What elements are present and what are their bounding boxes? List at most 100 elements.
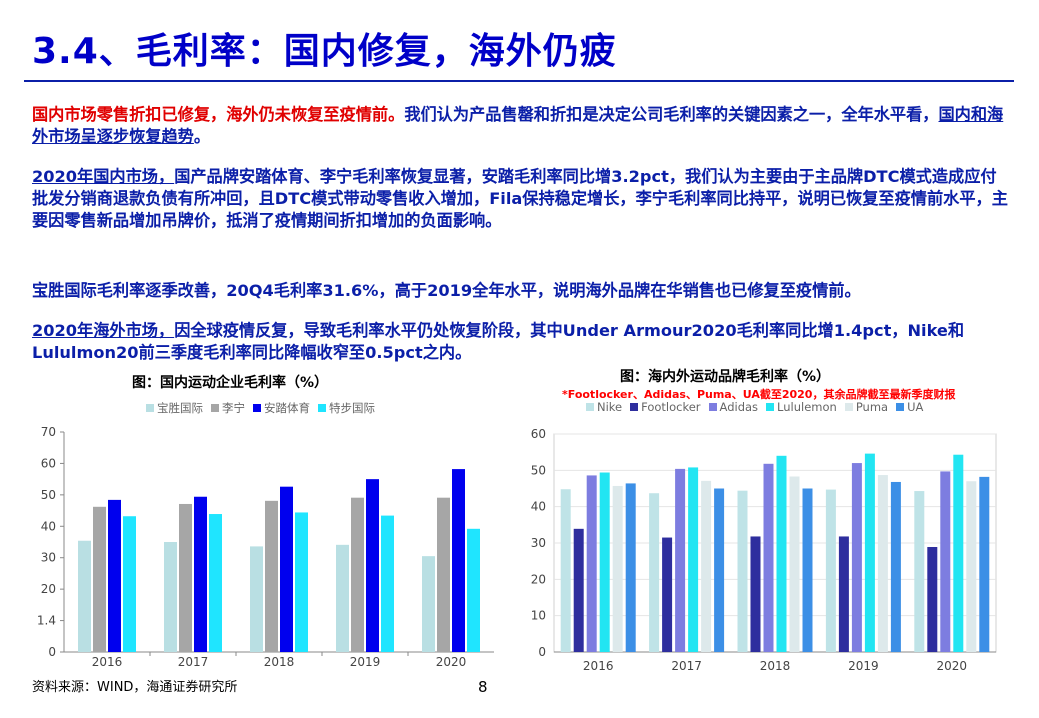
chart-2-legend: Nike Footlocker Adidas Lululemon Puma UA bbox=[586, 400, 931, 414]
x-tick-label: 2017 bbox=[671, 659, 702, 673]
bar-特步国际-2017 bbox=[209, 514, 222, 652]
paragraph-1-end: 。 bbox=[193, 127, 211, 146]
y-tick-label: 50 bbox=[531, 463, 546, 477]
x-tick-label: 2017 bbox=[178, 655, 209, 669]
page-title: 3.4、毛利率：国内修复，海外仍疲 bbox=[32, 31, 617, 72]
x-tick-label: 2020 bbox=[937, 659, 968, 673]
x-tick-label: 2019 bbox=[350, 655, 381, 669]
y-tick-label: 1.4 bbox=[37, 614, 56, 628]
paragraph-1-highlight: 国内市场零售折扣已修复，海外仍未恢复至疫情前。 bbox=[32, 105, 405, 124]
bar-Adidas-2017 bbox=[675, 468, 686, 652]
x-tick-label: 2019 bbox=[848, 659, 879, 673]
legend-label: 安踏体育 bbox=[264, 401, 310, 415]
y-tick-label: 40 bbox=[41, 519, 56, 533]
bar-李宁-2018 bbox=[265, 500, 278, 652]
y-tick-label: 40 bbox=[531, 500, 546, 514]
legend-label: Lululemon bbox=[777, 400, 837, 414]
x-tick-label: 2016 bbox=[92, 655, 123, 669]
bar-Lululemon-2016 bbox=[599, 472, 610, 652]
bar-Lululemon-2020 bbox=[953, 454, 964, 652]
chart-1-legend-item: 安踏体育 bbox=[253, 400, 310, 416]
legend-label: 李宁 bbox=[222, 401, 245, 415]
bar-Puma-2020 bbox=[966, 481, 977, 652]
chart-1-title: 图：国内运动企业毛利率（%） bbox=[132, 375, 329, 391]
legend-label: Footlocker bbox=[641, 400, 701, 414]
y-tick-label: 30 bbox=[531, 536, 546, 550]
bar-Nike-2018 bbox=[737, 490, 748, 652]
bar-UA-2019 bbox=[890, 481, 901, 652]
y-tick-label: 30 bbox=[41, 551, 56, 565]
chart-1-legend-item: 李宁 bbox=[211, 400, 245, 416]
chart-2-title: 图：海内外运动品牌毛利率（%） bbox=[620, 369, 831, 385]
source-note: 资料来源：WIND，海通证券研究所 bbox=[32, 680, 238, 695]
y-tick-label: 60 bbox=[531, 427, 546, 441]
chart-2-legend-item: Nike bbox=[586, 400, 622, 414]
bar-安踏体育-2018 bbox=[280, 486, 293, 652]
legend-label: Adidas bbox=[719, 400, 759, 414]
chart-2-note: *Footlocker、Adidas、Puma、UA截至2020，其余品牌截至最… bbox=[562, 388, 956, 401]
x-tick-label: 2020 bbox=[436, 655, 467, 669]
bar-安踏体育-2020 bbox=[452, 469, 465, 652]
bar-Adidas-2016 bbox=[586, 475, 597, 652]
bar-安踏体育-2019 bbox=[366, 479, 379, 652]
chart-2-legend-item: UA bbox=[896, 400, 923, 414]
bar-Puma-2018 bbox=[789, 476, 800, 652]
legend-swatch bbox=[844, 403, 853, 411]
paragraph-2-lead: 2020年国内市场， bbox=[32, 167, 175, 186]
bar-Adidas-2019 bbox=[851, 463, 862, 652]
bar-Puma-2017 bbox=[701, 480, 712, 652]
bar-Nike-2016 bbox=[560, 489, 571, 652]
bar-Nike-2017 bbox=[649, 493, 660, 652]
bar-李宁-2019 bbox=[351, 497, 364, 652]
y-tick-label: 20 bbox=[531, 572, 546, 586]
bar-Footlocker-2019 bbox=[838, 536, 849, 652]
chart-1-legend: 宝胜国际 李宁 安踏体育 特步国际 bbox=[146, 400, 383, 416]
chart-2-svg: 0 10 20 30 40 50 60 2016 2017 2018 2019 2020 bbox=[531, 427, 997, 673]
chart-1-legend-item: 宝胜国际 bbox=[146, 400, 203, 416]
paragraph-1-text: 我们认为产品售罄和折扣是决定公司毛利率的关键因素之一，全年水平看， bbox=[404, 105, 939, 124]
chart-2-legend-item: Adidas bbox=[708, 400, 759, 414]
paragraph-4: 2020年海外市场，因全球疫情反复，导致毛利率水平仍处恢复阶段，其中Under … bbox=[32, 320, 1012, 364]
bar-安踏体育-2016 bbox=[108, 499, 121, 652]
bar-Nike-2020 bbox=[914, 491, 925, 652]
bar-Adidas-2020 bbox=[940, 471, 951, 652]
bar-Lululemon-2017 bbox=[688, 467, 699, 652]
legend-swatch bbox=[630, 403, 639, 411]
paragraph-3: 宝胜国际毛利率逐季改善，20Q4毛利率31.6%，高于2019全年水平，说明海外… bbox=[32, 280, 1012, 302]
paragraph-2: 2020年国内市场，国产品牌安踏体育、李宁毛利率恢复显著，安踏毛利率同比增3.2… bbox=[32, 166, 1012, 232]
page-number: 8 bbox=[478, 678, 488, 696]
title-divider bbox=[24, 80, 1014, 82]
legend-swatch bbox=[318, 404, 326, 412]
bar-Footlocker-2018 bbox=[750, 536, 761, 652]
y-tick-label: 70 bbox=[41, 425, 56, 439]
chart-1-legend-item: 特步国际 bbox=[318, 400, 375, 416]
bar-特步国际-2018 bbox=[295, 512, 308, 652]
y-tick-label: 10 bbox=[531, 609, 546, 623]
legend-swatch bbox=[896, 403, 905, 411]
legend-swatch bbox=[708, 403, 717, 411]
legend-swatch bbox=[586, 403, 594, 411]
bar-Puma-2019 bbox=[877, 475, 888, 652]
bar-特步国际-2016 bbox=[123, 516, 136, 652]
bar-Puma-2016 bbox=[612, 485, 623, 652]
bar-Footlocker-2020 bbox=[927, 546, 938, 652]
bar-李宁-2017 bbox=[179, 503, 192, 652]
bar-宝胜国际-2018 bbox=[250, 546, 263, 652]
legend-swatch bbox=[766, 403, 775, 411]
bar-特步国际-2020 bbox=[467, 528, 480, 652]
bar-安踏体育-2017 bbox=[194, 496, 207, 652]
paragraph-1-underline: 国内和海外市场呈逐步恢复趋势 bbox=[32, 105, 1004, 146]
paragraph-1: 国内市场零售折扣已修复，海外仍未恢复至疫情前。我们认为产品售罄和折扣是决定公司毛… bbox=[32, 104, 1012, 148]
y-tick-label: 0 bbox=[538, 645, 546, 659]
legend-swatch bbox=[211, 404, 219, 412]
chart-2-legend-item: Lululemon bbox=[766, 400, 837, 414]
bar-宝胜国际-2016 bbox=[78, 540, 91, 652]
bar-UA-2020 bbox=[979, 476, 990, 652]
x-tick-label: 2018 bbox=[760, 659, 791, 673]
x-tick-label: 2016 bbox=[583, 659, 614, 673]
y-tick-label: 20 bbox=[41, 582, 56, 596]
bar-特步国际-2019 bbox=[381, 515, 394, 652]
bar-宝胜国际-2020 bbox=[422, 556, 435, 652]
bar-Lululemon-2019 bbox=[864, 453, 875, 652]
bar-李宁-2020 bbox=[437, 497, 450, 652]
